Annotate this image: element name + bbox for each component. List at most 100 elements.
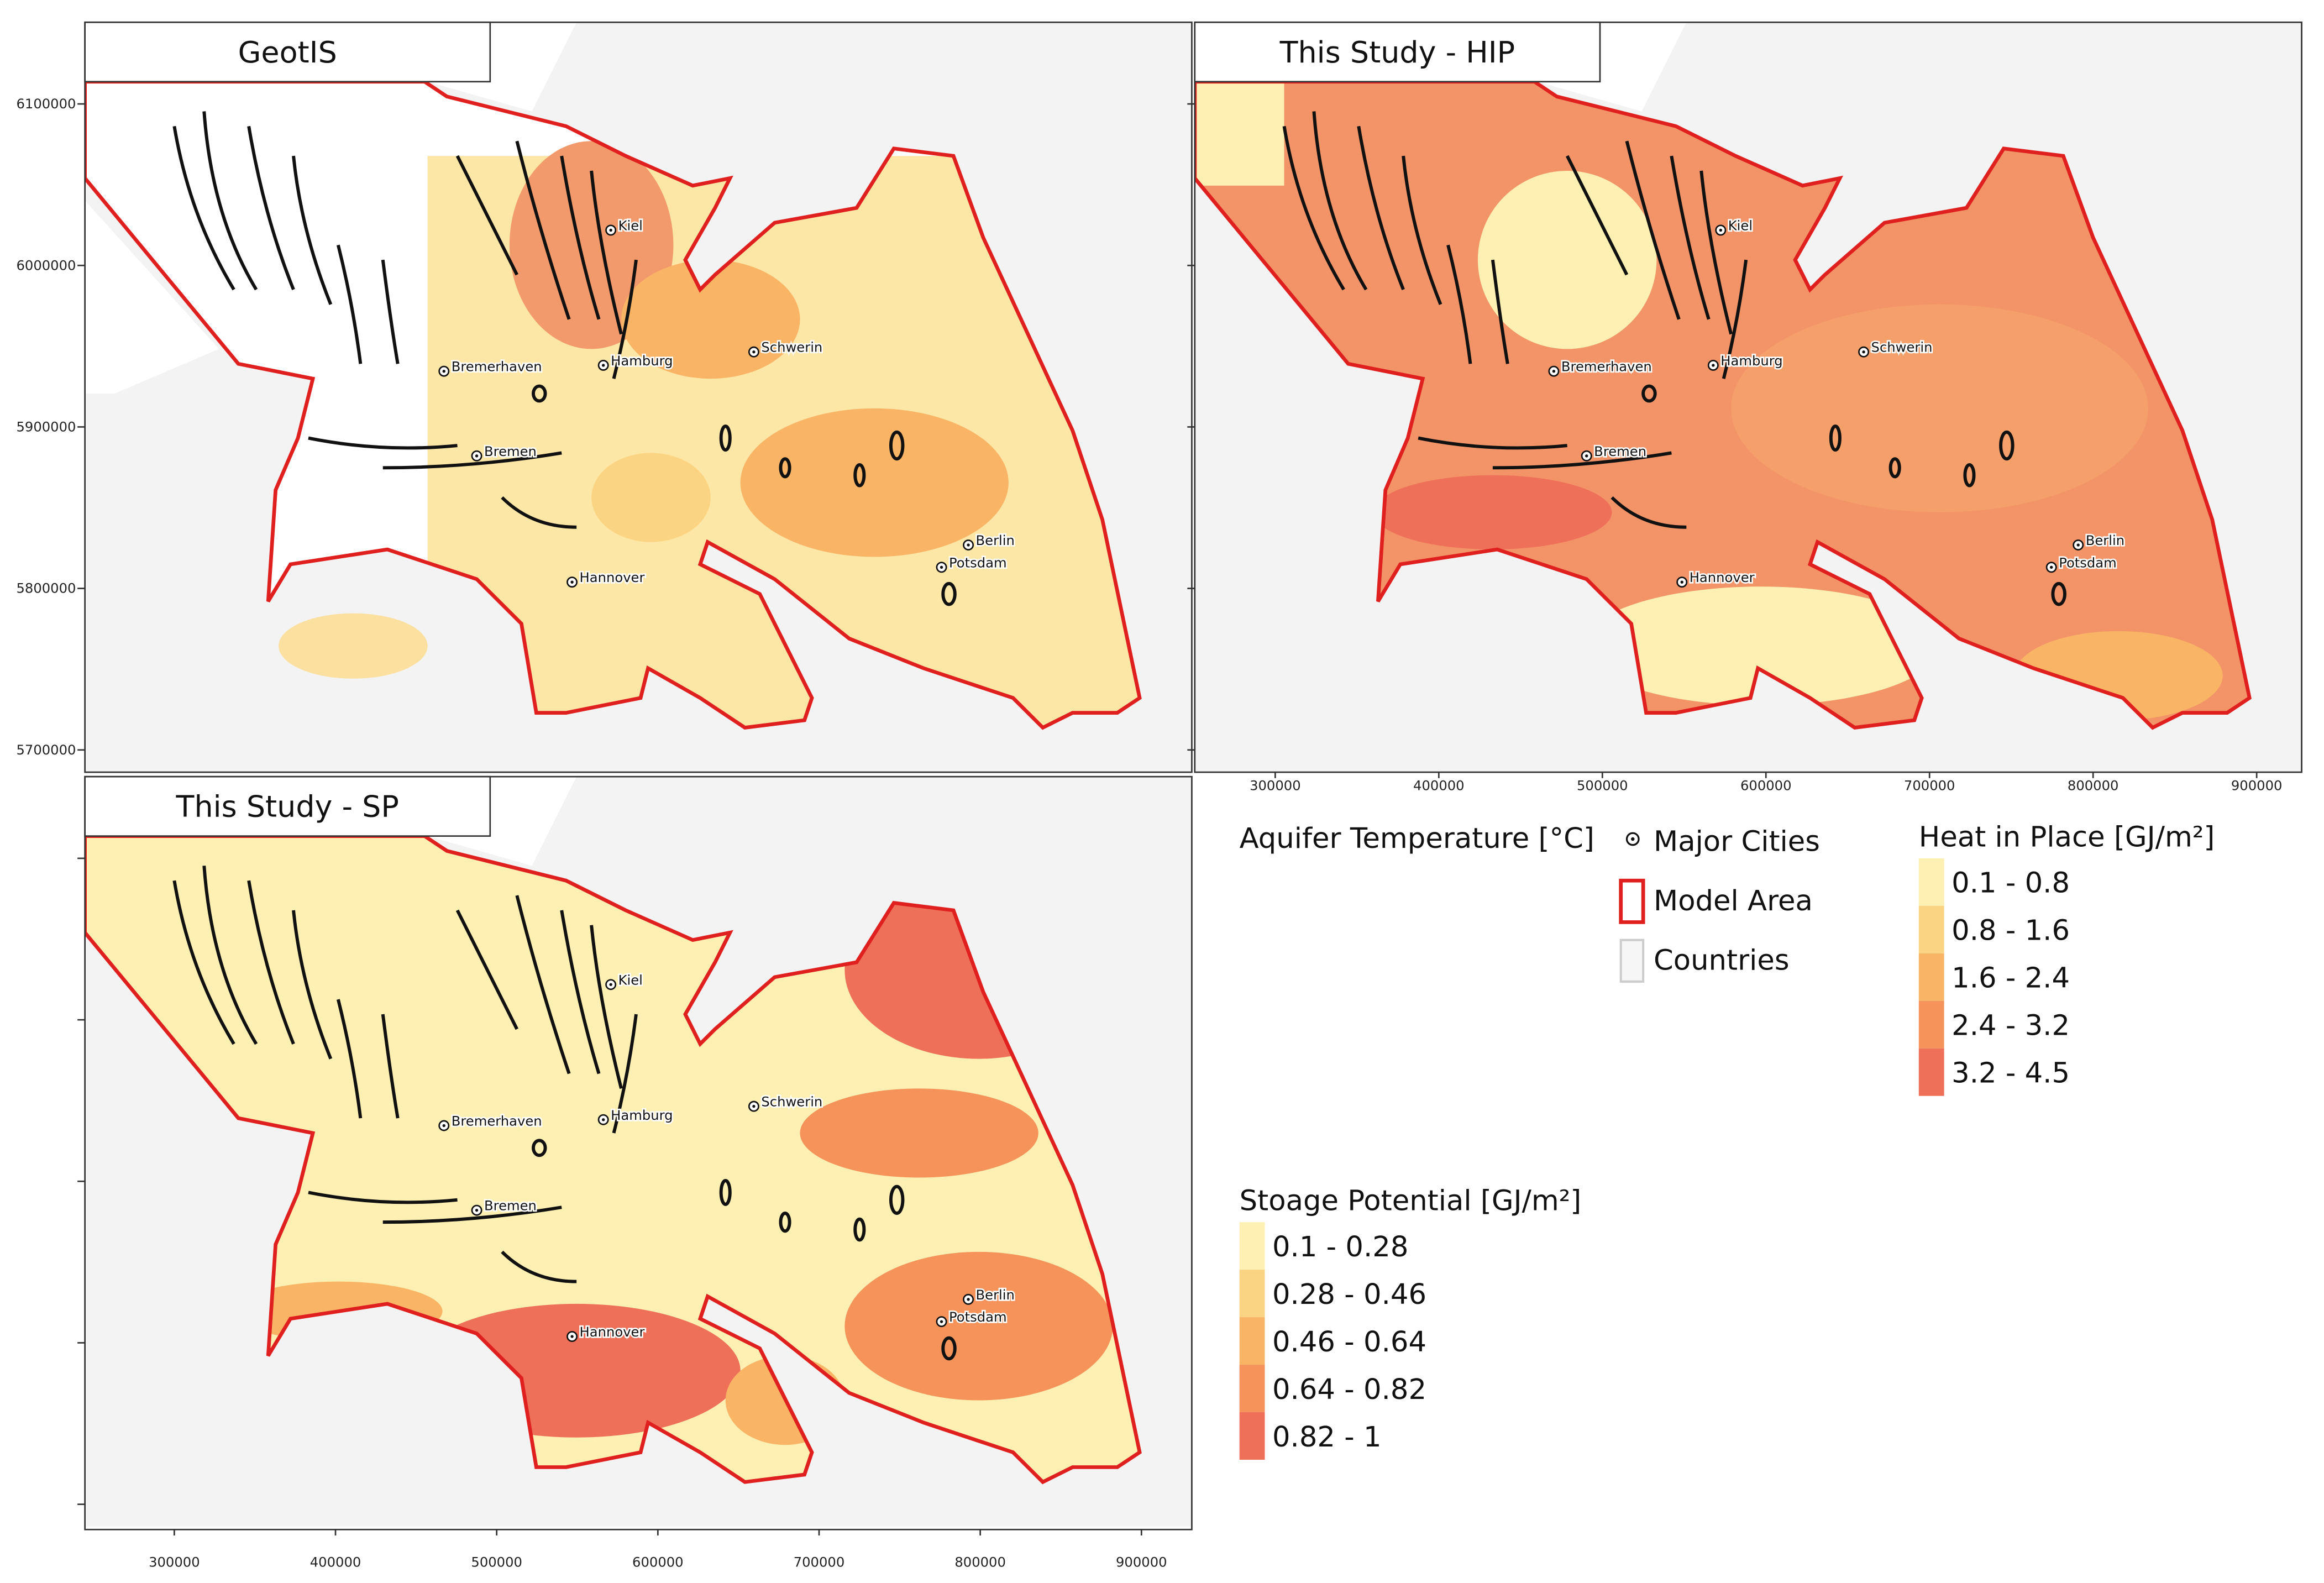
city-label: Berlin [2086,533,2124,548]
city-label: Kiel [1728,218,1753,233]
city-marker [570,1335,574,1338]
city-label: Berlin [976,1287,1015,1303]
city-label: Bremerhaven [452,1114,542,1129]
city-marker [1712,364,1715,367]
legend-swatch [1918,858,1944,906]
x-tick-label: 600000 [1740,778,1792,793]
y-tick-label: 5800000 [16,581,76,596]
legend-label: 0.64 - 0.82 [1272,1374,1426,1406]
y-tick-label: 6000000 [16,258,76,273]
map-panel: GeotIS Kiel Bremerhaven Hamburg Schwerin Bre… [84,21,1193,773]
panel-title: This Study - SP [176,789,399,824]
legend-swatch [1918,1048,1944,1096]
legend-label: 0.1 - 0.8 [1951,867,2070,900]
legend-swatch [1239,1317,1265,1365]
countries-symbol [1619,939,1645,983]
city-marker [442,369,445,373]
y-tick-label: 5700000 [16,742,76,758]
x-tick-label: 900000 [1116,1554,1167,1570]
city-marker [1585,454,1588,458]
city-label: Bremen [484,444,537,459]
city-label: Hannover [580,570,645,585]
city-marker [940,565,943,569]
panel-title: This Study - HIP [1279,35,1515,70]
city-marker [1552,369,1556,373]
legend-label: 2.4 - 3.2 [1951,1010,2070,1042]
legend-label: 0.8 - 1.6 [1951,915,2070,947]
y-tick-label: 5900000 [16,420,76,435]
legend-title: Stoage Potential [GJ/m²] [1240,1185,1582,1218]
legend-swatch [1239,1412,1265,1460]
x-tick-label: 300000 [149,1554,200,1570]
x-tick-label: 700000 [1904,778,1955,793]
legend-title: Heat in Place [GJ/m²] [1919,821,2215,853]
city-marker [442,1124,445,1128]
city-label: Hamburg [611,1108,673,1123]
city-marker [1680,580,1683,584]
heat-field [279,613,428,679]
city-label: Kiel [618,972,643,988]
city-marker [570,580,574,584]
city-marker [475,1208,479,1212]
legend-swatch [1239,1222,1265,1270]
x-tick-label: 300000 [1250,778,1301,793]
city-marker [940,1320,943,1323]
city-marker [475,454,479,458]
legend-label: Major Cities [1654,826,1820,858]
panel-title: GeotIS [238,35,337,70]
city-marker [1862,350,1865,354]
city-label: Hamburg [1720,353,1782,369]
x-tick-label: 600000 [632,1554,684,1570]
city-label: Schwerin [761,1094,822,1110]
city-label: Berlin [976,533,1015,548]
city-marker [609,228,612,232]
city-label: Potsdam [949,1309,1007,1325]
panel-frame [1194,21,2302,773]
legend-swatch [1918,953,1944,1001]
legend-label: 0.46 - 0.64 [1272,1326,1426,1359]
map-panel: This Study - SP Kiel Bremerhaven Hamburg Sc… [84,775,1193,1530]
legend-title: Aquifer Temperature [°C] [1240,822,1594,855]
legend-swatch [1918,905,1944,953]
x-tick-label: 500000 [471,1554,522,1570]
y-tick-label: 6100000 [16,96,76,112]
city-marker [967,1298,970,1301]
legend-label: 3.2 - 4.5 [1951,1057,2070,1090]
city-label: Potsdam [949,555,1007,570]
city-marker [609,983,612,986]
city-label: Potsdam [2059,555,2117,570]
legend-label: 0.28 - 0.46 [1272,1278,1426,1311]
x-tick-label: 500000 [1577,778,1628,793]
legend-label: Model Area [1654,885,1813,918]
panel-frame [84,21,1193,773]
x-tick-label: 800000 [2068,778,2119,793]
city-label: Bremen [1594,444,1646,459]
city-marker [2076,543,2080,547]
legend-label: 1.6 - 2.4 [1951,962,2070,995]
city-marker [1719,228,1723,232]
legend-swatch [1239,1365,1265,1413]
legend-label: 0.82 - 1 [1272,1421,1382,1454]
city-label: Bremerhaven [452,359,542,375]
city-label: Kiel [618,218,643,233]
x-tick-label: 400000 [1413,778,1465,793]
city-label: Schwerin [1871,340,1933,355]
legend-swatch [1239,1270,1265,1318]
city-marker [601,1118,605,1121]
city-marker [752,350,756,354]
city-marker [752,1104,756,1108]
city-label: Bremen [484,1198,537,1214]
panel-frame [84,775,1193,1530]
city-marker [2050,565,2053,569]
panel-title-box [84,21,491,83]
x-tick-label: 800000 [954,1554,1006,1570]
panel-title-box [84,775,491,837]
x-tick-label: 900000 [2231,778,2283,793]
city-label: Hannover [1690,570,1755,585]
city-symbol [1625,832,1640,846]
map-panel: This Study - HIP Kiel Bremerhaven Hamburg S… [1194,21,2302,773]
heat-field [1194,81,2223,721]
legend-label: Countries [1654,944,1790,977]
